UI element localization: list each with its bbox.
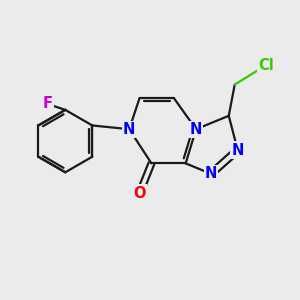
Text: N: N <box>123 122 135 137</box>
Text: Cl: Cl <box>258 58 274 73</box>
Text: O: O <box>133 186 146 201</box>
Text: N: N <box>232 142 244 158</box>
Text: F: F <box>43 96 52 111</box>
Text: N: N <box>205 166 217 181</box>
Text: N: N <box>190 122 202 137</box>
